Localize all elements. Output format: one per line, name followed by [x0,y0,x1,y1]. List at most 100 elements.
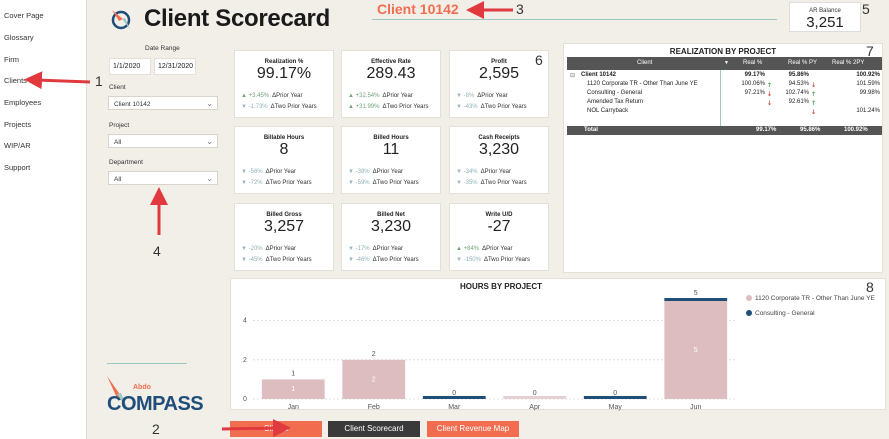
kpi-delta-two-prior-years: ▼ -150% ΔTwo Prior Years [456,257,530,263]
nav-item-firm[interactable]: Firm [4,55,19,64]
project-select-value: All [114,139,122,146]
annotation-number-5: 5 [862,1,870,17]
table-row[interactable]: NOL Carryback 🡓 101.24% [567,108,882,117]
legend-dot-icon [746,310,752,317]
nav-item-employees[interactable]: Employees [4,98,42,107]
nav-item-support[interactable]: Support [4,163,31,172]
compass-needle-icon [107,376,129,412]
clients-button[interactable]: Clients [230,421,322,437]
kpi-title: Billed Hours [373,135,409,141]
kpi-delta-value: +84% [463,246,480,252]
triangle-down-icon: ▼ [456,257,462,263]
annotation-number-6: 6 [535,52,543,68]
kpi-delta-prior-year: ▼ -38% ΔPrior Year [348,169,403,175]
kpi-delta-prior-year: ▼ -20% ΔPrior Year [241,246,296,252]
date-end-input[interactable]: 12/31/2020 [154,58,196,75]
kpi-delta-two-prior-years: ▼ -45% ΔTwo Prior Years [241,257,312,263]
kpi-delta-two-prior-years: ▼ -46% ΔTwo Prior Years [348,257,419,263]
annotation-number-3: 3 [516,1,524,17]
department-select[interactable]: All ⌄ [108,171,218,185]
kpi-title: Cash Receipts [478,135,520,141]
kpi-card: Billed Gross 3,257 ▼ -20% ΔPrior Year ▼ -45%… [234,203,334,271]
chevron-down-icon: ⌄ [206,99,213,108]
kpi-delta-label: ΔPrior Year [382,93,413,99]
kpi-title: Billed Gross [266,212,302,218]
bar-segment-label: 2 [372,376,376,383]
triangle-down-icon: ▼ [241,257,247,263]
kpi-delta-label: ΔTwo Prior Years [265,180,312,186]
kpi-value: 8 [279,141,289,158]
arrow-down-icon: 🡓 [812,83,816,89]
table-row[interactable]: 1120 Corporate TR - Other Than June YE 10… [567,81,882,90]
kpi-delta-label: ΔPrior Year [272,93,303,99]
bar-segment [664,301,728,399]
kpi-title: Billable Hours [263,135,305,141]
kpi-delta-prior-year: ▼ -8% ΔPrior Year [456,93,508,99]
row-real-2py: 101.24% [856,108,880,114]
triangle-down-icon: ▼ [348,180,354,186]
bar-total-label: 0 [533,390,537,397]
kpi-card: Billable Hours 8 ▼ -56% ΔPrior Year ▼ -72% ΔT… [234,126,334,194]
col-header-client[interactable]: Client [637,60,653,66]
kpi-delta-value: -59% [355,180,370,186]
nav-item-glossary[interactable]: Glossary [4,33,34,42]
kpi-delta-label: ΔPrior Year [482,246,513,252]
kpi-delta-two-prior-years: ▲ +31.99% ΔTwo Prior Years [348,104,429,110]
triangle-up-icon: ▲ [241,93,247,99]
kpi-delta-two-prior-years: ▼ -59% ΔTwo Prior Years [348,180,419,186]
col-header-real[interactable]: Real % [743,60,763,66]
kpi-delta-prior-year: ▲ +32.54% ΔPrior Year [348,93,413,99]
table-row[interactable]: ⊟ Client 10142 99.17% 95.86% 100.92% [567,72,882,81]
arrow-up-icon: 🡑 [812,101,816,107]
nav-item-clients[interactable]: Clients [4,76,27,85]
nav-item-cover-page[interactable]: Cover Page [4,11,44,20]
ar-balance-card: AR Balance 3,251 [789,2,861,32]
client-select[interactable]: Client 10142 ⌄ [108,96,218,110]
title-divider [372,19,777,20]
kpi-delta-value: -150% [463,257,481,263]
kpi-card: Billed Net 3,230 ▼ -17% ΔPrior Year ▼ -46% ΔT… [341,203,441,271]
nav-item-wip-ar[interactable]: WIP/AR [4,141,31,150]
triangle-down-icon: ▼ [348,257,354,263]
bar-cap [664,298,728,301]
legend-item-consulting[interactable]: Consulting - General [746,310,815,317]
department-select-value: All [114,176,122,183]
legend-item-1120[interactable]: 1120 Corporate TR - Other Than June YE [746,295,875,302]
table-header: Client ▼ Real % Real % PY Real % 2PY [567,57,882,70]
table-row[interactable]: Consulting - General 97.21% 🡓 102.74% 🡑 99.98… [567,90,882,99]
kpi-card: Write U/D -27 ▲ +84% ΔPrior Year ▼ -150% ΔTwo… [449,203,549,271]
left-nav: Cover Page Glossary Firm Clients Employe… [0,0,87,439]
row-project-name: NOL Carryback [587,108,629,114]
chart-plot: 0 2 4 1 1 Jan 2 2 Feb 0 Mar 0 Apr 0 May 5 5 Jun [243,290,736,411]
table-total-row: Total 99.17% 95.86% 100.92% [567,126,882,135]
kpi-value: 3,230 [478,141,520,158]
bar-total-label: 0 [613,390,617,397]
row-real-py: 94.53% [788,81,809,87]
triangle-down-icon: ▼ [348,169,354,175]
bar-segment-label: 1 [291,386,295,393]
department-filter-label: Department [109,159,143,166]
annotation-number-1: 1 [95,73,103,89]
client-revenue-map-button[interactable]: Client Revenue Map [427,421,519,437]
project-select[interactable]: All ⌄ [108,134,218,148]
table-row[interactable]: Amended Tax Return 🡓 92.61% 🡑 [567,99,882,108]
row-project-name: 1120 Corporate TR - Other Than June YE [587,81,698,87]
kpi-delta-value: +3.45% [248,93,270,99]
compass-logo-icon [111,10,131,30]
kpi-value: 3,257 [263,218,305,235]
client-scorecard-button[interactable]: Client Scorecard [328,421,420,437]
col-header-real-2py[interactable]: Real % 2PY [832,60,865,66]
col-header-real-py[interactable]: Real % PY [788,60,818,66]
collapse-icon[interactable]: ⊟ [570,73,576,79]
kpi-value: -27 [487,218,511,235]
kpi-delta-value: -20% [248,246,263,252]
logo-small-text: Abdo [133,384,151,391]
bar-zero-strip [503,396,567,399]
nav-item-projects[interactable]: Projects [4,120,32,129]
kpi-card: Realization % 99.17% ▲ +3.45% ΔPrior Year ▼ … [234,50,334,118]
sort-icon[interactable]: ▼ [724,60,729,66]
arrow-down-icon: 🡓 [812,110,816,116]
date-start-input[interactable]: 1/1/2020 [109,58,151,75]
kpi-delta-two-prior-years: ▼ -72% ΔTwo Prior Years [241,180,312,186]
triangle-down-icon: ▼ [456,180,462,186]
